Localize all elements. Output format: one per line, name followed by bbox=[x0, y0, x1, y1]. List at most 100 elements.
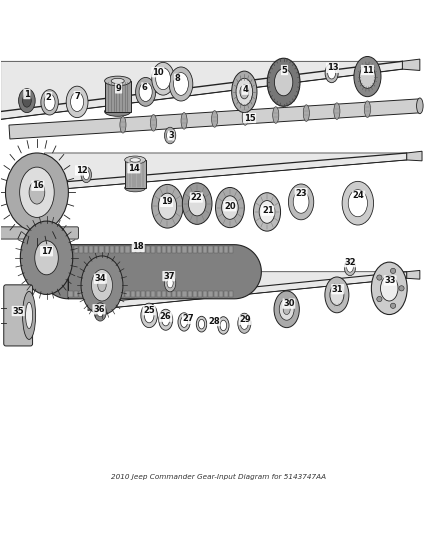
Bar bbox=[183, 291, 187, 297]
Bar bbox=[79, 246, 83, 253]
Bar bbox=[193, 291, 197, 297]
Ellipse shape bbox=[105, 76, 131, 86]
Text: 10: 10 bbox=[152, 68, 164, 77]
Text: 29: 29 bbox=[240, 315, 251, 324]
Ellipse shape bbox=[274, 291, 299, 328]
Bar bbox=[198, 246, 202, 253]
Ellipse shape bbox=[81, 256, 123, 314]
Ellipse shape bbox=[344, 259, 356, 276]
Circle shape bbox=[399, 286, 404, 291]
Ellipse shape bbox=[164, 127, 176, 144]
Text: 31: 31 bbox=[332, 285, 343, 294]
Bar bbox=[110, 246, 114, 253]
Ellipse shape bbox=[275, 69, 293, 96]
Bar bbox=[198, 291, 202, 297]
Ellipse shape bbox=[198, 319, 205, 329]
Bar bbox=[214, 291, 218, 297]
Text: 3: 3 bbox=[168, 131, 174, 140]
FancyBboxPatch shape bbox=[0, 227, 78, 239]
Ellipse shape bbox=[20, 221, 73, 294]
Ellipse shape bbox=[240, 317, 248, 329]
Ellipse shape bbox=[141, 303, 157, 328]
Bar bbox=[219, 291, 223, 297]
Ellipse shape bbox=[218, 317, 229, 334]
Bar bbox=[146, 291, 150, 297]
Text: 12: 12 bbox=[76, 166, 87, 175]
Bar bbox=[115, 291, 119, 297]
Bar bbox=[177, 291, 181, 297]
Ellipse shape bbox=[81, 167, 92, 183]
Bar bbox=[94, 246, 99, 253]
Bar bbox=[136, 246, 140, 253]
Text: 2010 Jeep Commander Gear-Input Diagram for 5143747AA: 2010 Jeep Commander Gear-Input Diagram f… bbox=[111, 474, 327, 480]
Ellipse shape bbox=[98, 279, 106, 292]
Text: 26: 26 bbox=[160, 312, 172, 321]
Text: 21: 21 bbox=[262, 206, 274, 215]
Bar bbox=[84, 291, 88, 297]
Ellipse shape bbox=[293, 190, 309, 213]
Ellipse shape bbox=[71, 92, 84, 111]
Bar bbox=[203, 246, 207, 253]
Text: 6: 6 bbox=[142, 83, 148, 92]
Polygon shape bbox=[403, 59, 420, 70]
Polygon shape bbox=[44, 153, 407, 190]
Ellipse shape bbox=[152, 62, 174, 95]
Ellipse shape bbox=[35, 241, 58, 275]
Bar bbox=[131, 291, 135, 297]
Polygon shape bbox=[407, 151, 422, 161]
Ellipse shape bbox=[181, 112, 187, 129]
Ellipse shape bbox=[139, 82, 152, 101]
Ellipse shape bbox=[182, 183, 212, 224]
Polygon shape bbox=[41, 245, 261, 299]
Bar bbox=[167, 291, 171, 297]
Bar bbox=[229, 291, 233, 297]
Ellipse shape bbox=[83, 170, 89, 180]
Text: 36: 36 bbox=[93, 305, 105, 314]
Ellipse shape bbox=[29, 181, 45, 204]
Bar bbox=[229, 246, 233, 253]
Ellipse shape bbox=[18, 88, 35, 112]
Ellipse shape bbox=[254, 193, 281, 231]
Ellipse shape bbox=[273, 107, 279, 123]
Bar bbox=[120, 291, 124, 297]
Bar bbox=[79, 291, 83, 297]
Bar bbox=[203, 291, 207, 297]
Ellipse shape bbox=[22, 292, 35, 340]
Text: 28: 28 bbox=[208, 317, 219, 326]
Text: 27: 27 bbox=[183, 314, 194, 324]
Bar bbox=[99, 291, 104, 297]
Ellipse shape bbox=[371, 262, 407, 314]
Bar bbox=[89, 291, 93, 297]
Ellipse shape bbox=[348, 190, 367, 217]
Ellipse shape bbox=[130, 158, 141, 162]
Ellipse shape bbox=[145, 308, 154, 323]
Bar bbox=[187, 291, 192, 297]
Text: 23: 23 bbox=[295, 189, 307, 198]
Text: 33: 33 bbox=[385, 276, 396, 285]
Ellipse shape bbox=[381, 276, 398, 301]
Ellipse shape bbox=[169, 67, 193, 101]
Ellipse shape bbox=[330, 285, 344, 305]
Ellipse shape bbox=[105, 107, 131, 116]
Bar bbox=[187, 246, 192, 253]
Bar bbox=[74, 291, 78, 297]
Text: 24: 24 bbox=[353, 191, 364, 200]
Ellipse shape bbox=[238, 313, 251, 333]
Ellipse shape bbox=[94, 303, 106, 321]
Ellipse shape bbox=[152, 184, 183, 228]
Bar bbox=[162, 291, 166, 297]
Bar bbox=[141, 291, 145, 297]
Text: 17: 17 bbox=[41, 247, 53, 256]
Circle shape bbox=[390, 303, 396, 309]
Bar bbox=[110, 291, 114, 297]
Ellipse shape bbox=[240, 85, 249, 99]
Ellipse shape bbox=[303, 105, 309, 122]
Ellipse shape bbox=[267, 58, 300, 106]
Ellipse shape bbox=[347, 263, 353, 272]
Ellipse shape bbox=[242, 109, 248, 125]
Bar bbox=[74, 246, 78, 253]
Ellipse shape bbox=[259, 200, 275, 223]
Polygon shape bbox=[9, 99, 420, 139]
Bar bbox=[146, 246, 150, 253]
Ellipse shape bbox=[155, 68, 170, 90]
